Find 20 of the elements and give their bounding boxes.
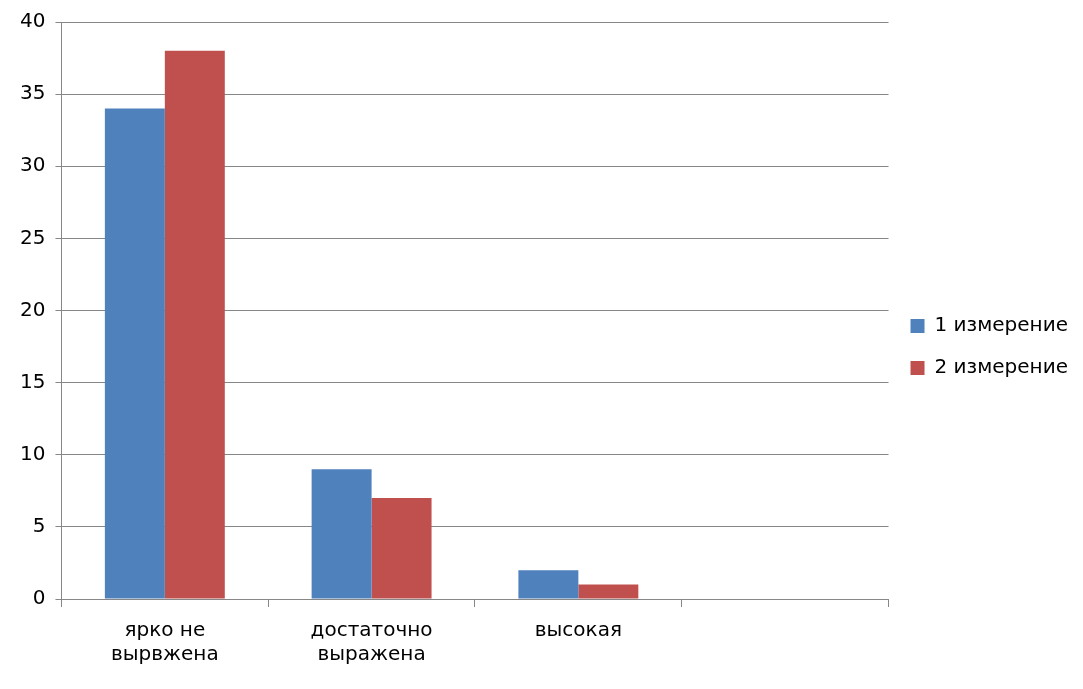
bar (104, 108, 165, 599)
y-tick-label: 15 (20, 368, 46, 393)
y-tick-label: 30 (20, 152, 46, 177)
legend-label: 2 измерение (934, 354, 1069, 379)
legend-label: 1 измерение (934, 312, 1069, 337)
y-tick-label: 35 (20, 80, 46, 105)
x-tick-label: ярко не вырвжена (110, 617, 219, 666)
y-tick-label: 20 (20, 296, 46, 321)
bar (371, 498, 432, 599)
bar (311, 469, 372, 599)
y-tick-label: 5 (32, 513, 46, 538)
y-tick-label: 25 (20, 224, 46, 249)
bar (578, 584, 639, 599)
x-tick-label: высокая (534, 617, 622, 642)
bar (518, 570, 579, 599)
x-tick-label: достаточно выражена (310, 617, 433, 666)
y-tick-label: 10 (20, 440, 46, 465)
y-tick-label: 0 (32, 585, 46, 610)
bar (164, 50, 225, 599)
y-tick-label: 40 (20, 8, 46, 33)
